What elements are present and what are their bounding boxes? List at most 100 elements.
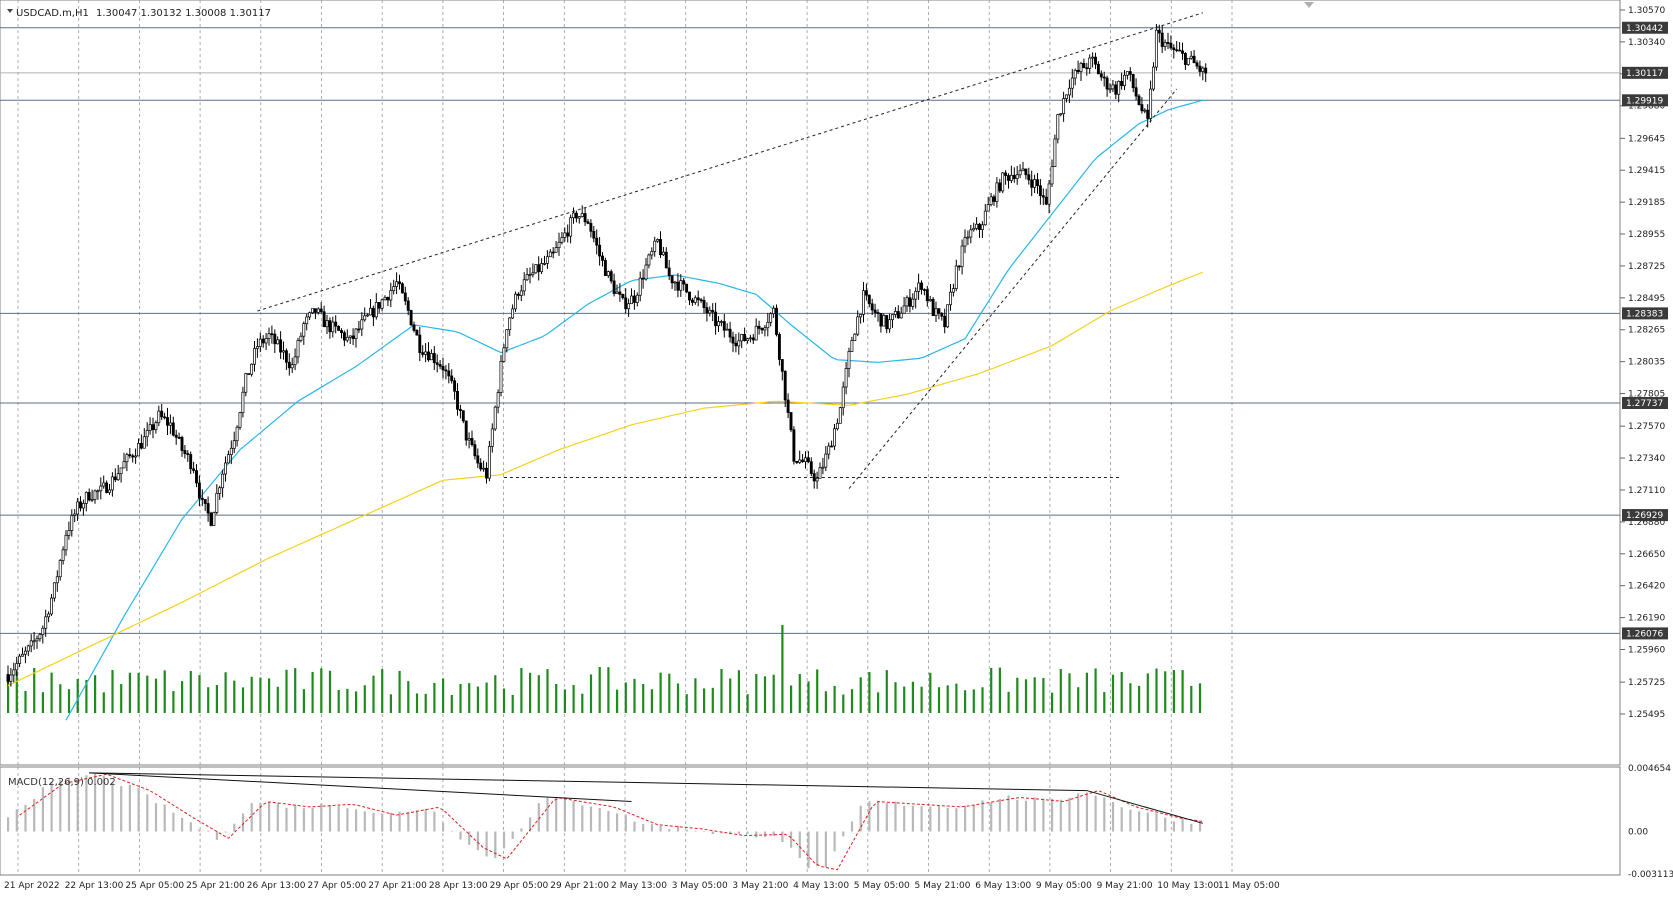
macd-histogram-bar — [76, 778, 79, 832]
macd-histogram-bar — [642, 824, 645, 832]
candle-body — [84, 492, 88, 504]
candle-body — [337, 325, 341, 331]
candle-body — [195, 470, 198, 484]
macd-histogram-bar — [537, 803, 540, 832]
candle-body — [209, 512, 213, 526]
candle-body — [461, 410, 465, 422]
macd-histogram-bar — [207, 830, 210, 832]
macd-histogram-bar — [15, 809, 18, 832]
candle-body — [226, 454, 230, 464]
candle-body — [911, 298, 915, 307]
macd-histogram-bar — [1051, 798, 1054, 832]
macd-histogram-bar — [1172, 821, 1175, 832]
candle-body — [615, 291, 619, 294]
macd-histogram-bar — [746, 831, 749, 834]
ma_slow-line — [7, 271, 1204, 687]
price-tick-label: 1.29415 — [1628, 166, 1665, 176]
candle-body — [499, 360, 503, 393]
macd-histogram-bar — [468, 831, 471, 845]
candle-body — [119, 467, 123, 475]
candle-body — [775, 307, 778, 335]
candle-body — [345, 336, 349, 341]
candle-body — [1189, 55, 1193, 59]
candle-body — [980, 224, 984, 230]
macd-histogram-bar — [433, 811, 436, 832]
macd-histogram-bar — [790, 831, 793, 848]
chevron-down-icon[interactable] — [7, 9, 13, 13]
candle-body — [746, 338, 749, 342]
candle-body — [174, 434, 178, 438]
macd-histogram-bar — [920, 806, 923, 832]
macd-histogram-bar — [355, 809, 358, 832]
candle-body — [398, 281, 401, 285]
candle-body — [1041, 195, 1045, 198]
candle-body — [766, 321, 770, 329]
candle-body — [32, 640, 36, 643]
candle-body — [754, 325, 758, 341]
candle-body — [221, 473, 225, 489]
macd-histogram-bar — [981, 800, 984, 832]
price-panel[interactable] — [0, 0, 1621, 766]
volume-bar — [311, 671, 314, 713]
volume-bar — [294, 668, 297, 713]
macd-histogram-bar — [285, 807, 288, 832]
candle-body — [862, 290, 865, 315]
price-tick-label: 1.27805 — [1628, 390, 1665, 400]
candle-body — [531, 272, 535, 275]
price-level-badge — [1622, 66, 1668, 79]
candle-body — [331, 321, 335, 333]
candle-body — [1047, 183, 1051, 205]
candle-body — [1198, 65, 1202, 72]
volume-bar — [581, 693, 584, 713]
candle-body — [15, 663, 19, 671]
candle-body — [769, 313, 773, 323]
candle-body — [661, 251, 665, 256]
volume-bar — [685, 694, 688, 713]
candle-body — [673, 281, 677, 284]
volume-bar — [589, 674, 593, 713]
candle-body — [972, 228, 976, 231]
candle-body — [667, 267, 671, 277]
volume-bar — [998, 667, 1001, 713]
candle-body — [493, 406, 497, 430]
candle-body — [685, 283, 689, 293]
volume-bar — [746, 694, 749, 713]
candle-body — [914, 291, 918, 300]
candle-body — [235, 426, 239, 442]
macd-histogram-bar — [67, 777, 71, 832]
candle-body — [557, 241, 561, 249]
candle-body — [659, 239, 662, 256]
volume-bar — [546, 669, 549, 713]
candle-body — [99, 485, 103, 492]
candle-body — [891, 314, 894, 321]
candle-body — [748, 337, 752, 340]
macd-histogram-bar — [781, 831, 784, 842]
horizontal-levels — [0, 27, 1620, 634]
price-level-badge-label: 1.28383 — [1626, 309, 1663, 319]
macd-histogram-bar — [163, 804, 166, 832]
volume-bar — [1024, 679, 1028, 713]
volume-bar — [276, 686, 279, 713]
candle-body — [966, 236, 970, 239]
candle-body — [125, 454, 129, 463]
candle-body — [168, 422, 172, 426]
volume-bar — [433, 682, 436, 713]
candle-body — [917, 282, 921, 292]
chart-shift-icon[interactable] — [1304, 2, 1314, 8]
volume-bar — [137, 672, 140, 713]
candle-body — [960, 245, 964, 267]
price-tick-label: 1.25725 — [1628, 678, 1665, 688]
candle-body — [392, 286, 396, 292]
candle-body — [688, 291, 691, 301]
candle-body — [647, 254, 651, 266]
candle-body — [644, 264, 648, 280]
candle-body — [93, 490, 97, 500]
candle-body — [360, 319, 364, 330]
macd-histogram-bar — [1085, 792, 1088, 832]
macd-histogram-bar — [181, 817, 184, 832]
volume-bar — [476, 686, 479, 713]
volume-bar — [920, 686, 923, 713]
candle-body — [490, 428, 494, 447]
volume-bar — [1085, 672, 1088, 713]
